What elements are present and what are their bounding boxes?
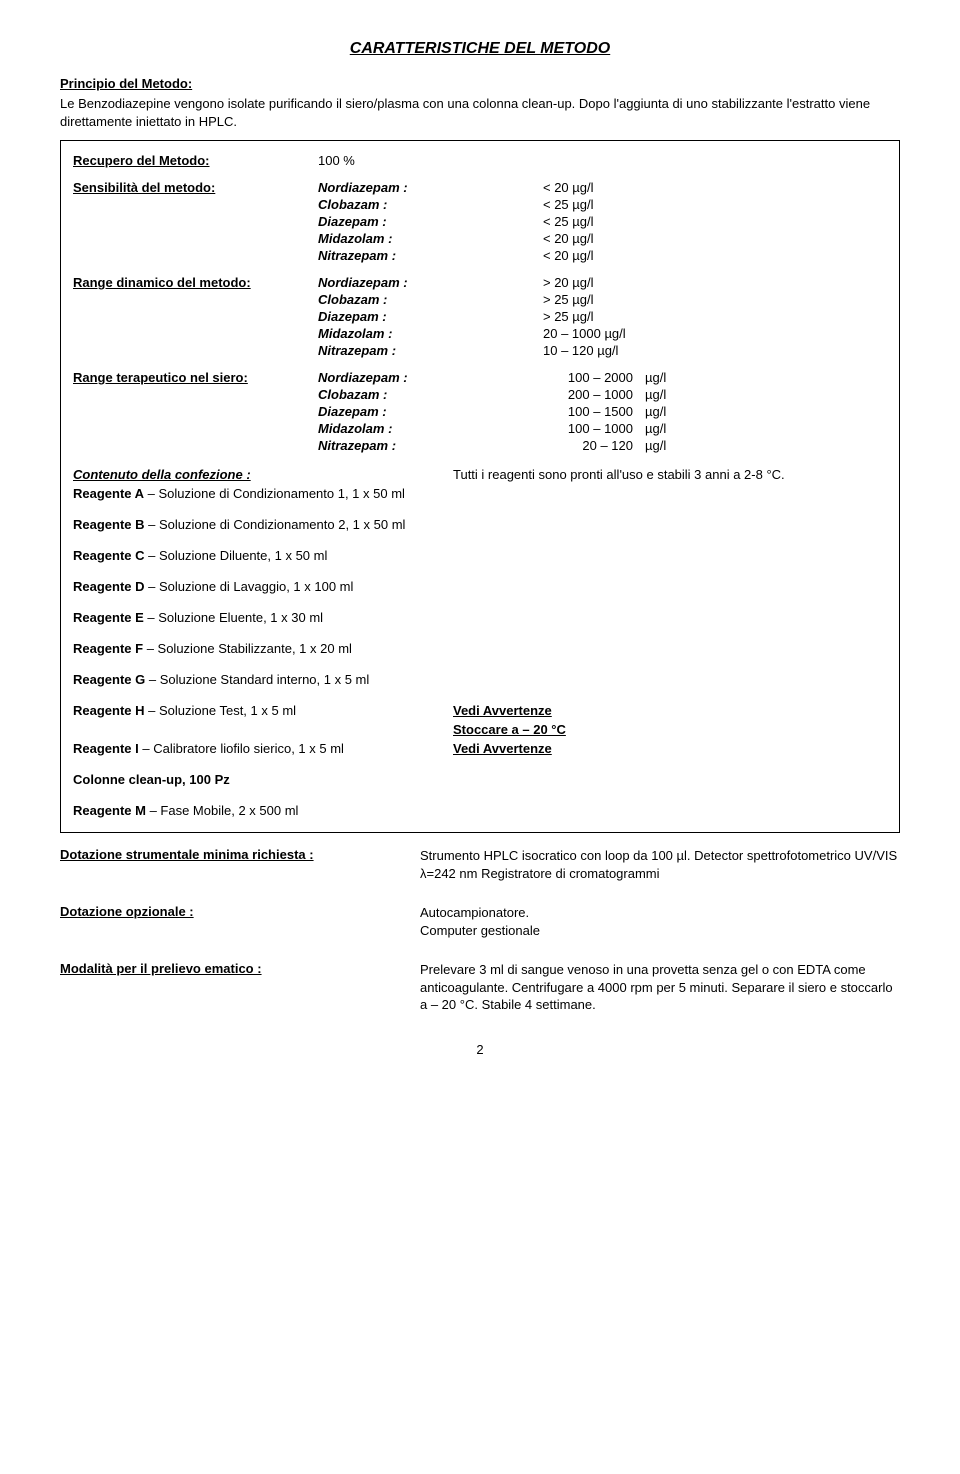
reagent-desc-7: – Soluzione Test, 1 x 5 ml [145, 703, 297, 718]
reagent-name-11: Reagente M [73, 803, 146, 818]
sens-item-val-2: < 25 µg/l [543, 214, 887, 229]
din-item-val-0: > 20 µg/l [543, 275, 887, 290]
sens-item-name-2: Diazepam : [318, 214, 543, 229]
reagent-name-1: Reagente B [73, 517, 145, 532]
page-title: CARATTERISTICHE DEL METODO [60, 40, 900, 58]
reagent-desc-3: – Soluzione di Lavaggio, 1 x 100 ml [145, 579, 354, 594]
reagent-right-5 [453, 641, 887, 656]
reagent-name-2: Reagente C [73, 548, 145, 563]
sens-item-val-4: < 20 µg/l [543, 248, 887, 263]
ther-item-name-0: Nordiazepam : [318, 370, 543, 385]
sens-item-name-0: Nordiazepam : [318, 180, 543, 195]
dotazione-opt-text: Autocampionatore. Computer gestionale [420, 904, 900, 939]
reagent-desc-1: – Soluzione di Condizionamento 2, 1 x 50… [145, 517, 406, 532]
range-din-label: Range dinamico del metodo: [73, 275, 318, 290]
reagent-name-7: Reagente H [73, 703, 145, 718]
ther-item-unit-0: µg/l [645, 370, 666, 385]
sens-item-name-4: Nitrazepam : [318, 248, 543, 263]
ther-item-name-1: Clobazam : [318, 387, 543, 402]
reagent-desc-0: – Soluzione di Condizionamento 1, 1 x 50… [144, 486, 405, 501]
ther-item-name-3: Midazolam : [318, 421, 543, 436]
contenuto-label: Contenuto della confezione : [73, 467, 251, 482]
din-item-name-2: Diazepam : [318, 309, 543, 324]
reagent-right-9: Vedi Avvertenze [453, 741, 887, 756]
sensibilita-label: Sensibilità del metodo: [73, 180, 318, 195]
din-item-name-0: Nordiazepam : [318, 275, 543, 290]
reagent-desc-2: – Soluzione Diluente, 1 x 50 ml [145, 548, 328, 563]
ther-item-unit-1: µg/l [645, 387, 666, 402]
prelievo-label: Modalità per il prelievo ematico : [60, 961, 420, 1014]
method-box: Recupero del Metodo: 100 % Sensibilità d… [60, 140, 900, 833]
reagent-desc-6: – Soluzione Standard interno, 1 x 5 ml [145, 672, 369, 687]
din-item-val-4: 10 – 120 µg/l [543, 343, 887, 358]
reagent-right-1 [453, 517, 887, 532]
din-item-val-2: > 25 µg/l [543, 309, 887, 324]
reagent-right-3 [453, 579, 887, 594]
ther-item-val-0: 100 – 2000 [543, 370, 645, 385]
ther-item-unit-4: µg/l [645, 438, 666, 453]
sens-item-val-3: < 20 µg/l [543, 231, 887, 246]
dotazione-min-label: Dotazione strumentale minima richiesta : [60, 847, 420, 882]
reagent-right-2 [453, 548, 887, 563]
reagent-right-0 [453, 486, 887, 501]
reagent-name-5: Reagente F [73, 641, 143, 656]
din-item-name-3: Midazolam : [318, 326, 543, 341]
reagent-name-10: Colonne clean-up, 100 Pz [73, 772, 230, 787]
sens-item-name-1: Clobazam : [318, 197, 543, 212]
dotazione-opt-label: Dotazione opzionale : [60, 904, 420, 939]
sens-item-val-0: < 20 µg/l [543, 180, 887, 195]
reagent-desc-9: – Calibratore liofilo sierico, 1 x 5 ml [139, 741, 344, 756]
ther-item-unit-3: µg/l [645, 421, 666, 436]
reagent-name-9: Reagente I [73, 741, 139, 756]
reagent-desc-4: – Soluzione Eluente, 1 x 30 ml [144, 610, 323, 625]
reagent-desc-11: – Fase Mobile, 2 x 500 ml [146, 803, 298, 818]
contenuto-note: Tutti i reagenti sono pronti all'uso e s… [453, 467, 887, 482]
sens-item-name-3: Midazolam : [318, 231, 543, 246]
reagent-name-0: Reagente A [73, 486, 144, 501]
ther-item-val-2: 100 – 1500 [543, 404, 645, 419]
din-item-name-1: Clobazam : [318, 292, 543, 307]
reagent-right-6 [453, 672, 887, 687]
reagent-name-6: Reagente G [73, 672, 145, 687]
ther-item-unit-2: µg/l [645, 404, 666, 419]
principio-text: Le Benzodiazepine vengono isolate purifi… [60, 95, 900, 130]
ther-item-val-3: 100 – 1000 [543, 421, 645, 436]
recupero-label: Recupero del Metodo: [73, 153, 318, 168]
reagent-right-8: Stoccare a – 20 °C [453, 722, 887, 737]
din-item-val-3: 20 – 1000 µg/l [543, 326, 887, 341]
reagent-right-7: Vedi Avvertenze [453, 703, 887, 718]
principio-label: Principio del Metodo: [60, 76, 900, 91]
din-item-val-1: > 25 µg/l [543, 292, 887, 307]
reagent-right-4 [453, 610, 887, 625]
page-number: 2 [60, 1042, 900, 1057]
dotazione-min-text: Strumento HPLC isocratico con loop da 10… [420, 847, 900, 882]
reagent-name-4: Reagente E [73, 610, 144, 625]
prelievo-text: Prelevare 3 ml di sangue venoso in una p… [420, 961, 900, 1014]
recupero-value: 100 % [318, 153, 543, 168]
ther-item-name-2: Diazepam : [318, 404, 543, 419]
ther-item-name-4: Nitrazepam : [318, 438, 543, 453]
reagent-desc-5: – Soluzione Stabilizzante, 1 x 20 ml [143, 641, 352, 656]
reagent-name-3: Reagente D [73, 579, 145, 594]
din-item-name-4: Nitrazepam : [318, 343, 543, 358]
ther-item-val-1: 200 – 1000 [543, 387, 645, 402]
ther-item-val-4: 20 – 120 [543, 438, 645, 453]
sens-item-val-1: < 25 µg/l [543, 197, 887, 212]
range-ther-label: Range terapeutico nel siero: [73, 370, 318, 385]
